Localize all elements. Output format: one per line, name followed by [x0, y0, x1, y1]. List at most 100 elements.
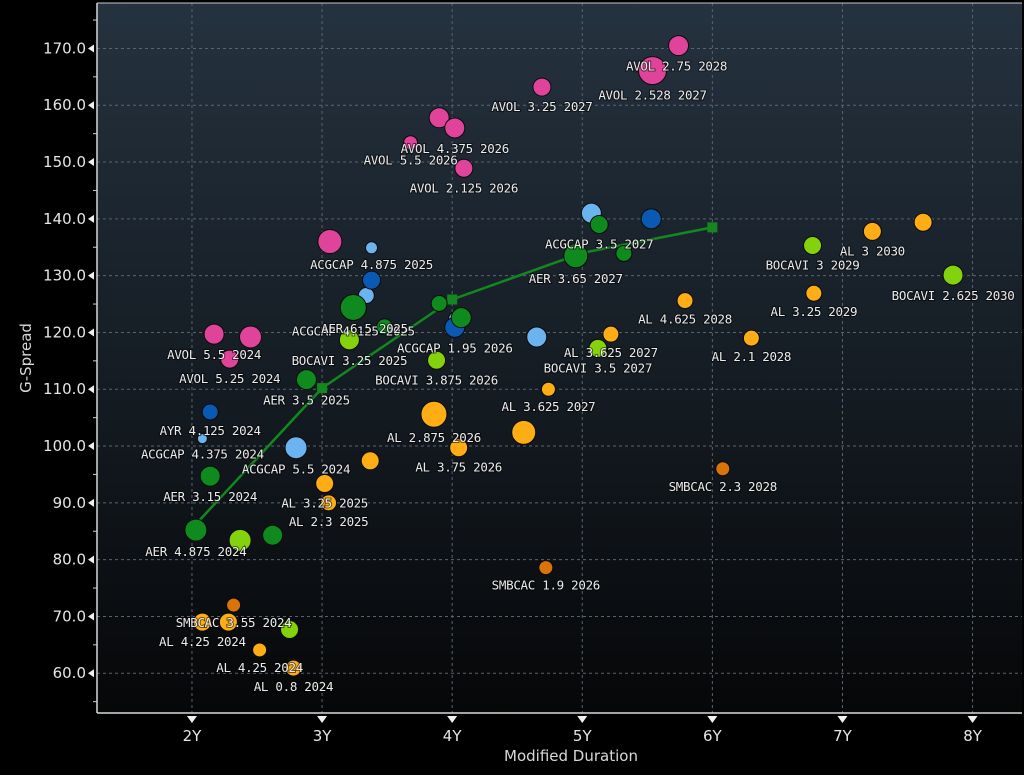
- data-label: SMBCAC 3.55 2024: [176, 615, 292, 630]
- y-tick-label: 100.0: [43, 437, 86, 455]
- x-tick-marker: [707, 716, 718, 723]
- data-label: BOCAVI 3.5 2027: [544, 360, 652, 375]
- data-point: [403, 135, 419, 151]
- data-point: [640, 208, 662, 230]
- data-point: [203, 323, 225, 345]
- x-tick-label: 4Y: [443, 727, 463, 745]
- data-point: [444, 117, 466, 139]
- data-label: ACGCAP 3.5 2027: [545, 237, 653, 252]
- data-label: AL 0.8 2024: [254, 679, 333, 694]
- data-point: [668, 35, 690, 57]
- issuer-curve: [191, 222, 718, 530]
- y-tick-label: 130.0: [43, 267, 86, 285]
- y-tick-marker: [88, 101, 94, 110]
- data-label: ACGCAP 4.875 2025: [310, 257, 433, 272]
- data-point: [526, 326, 548, 348]
- data-label: AER 4.875 2024: [145, 544, 246, 559]
- y-tick-label: 140.0: [43, 210, 86, 228]
- data-point: [563, 243, 589, 269]
- x-tick-marker: [447, 716, 458, 723]
- data-point: [638, 56, 668, 86]
- data-label: AL 2.875 2026: [387, 430, 481, 445]
- data-point: [199, 465, 221, 487]
- data-label: ACGCAP 4.375 2024: [141, 447, 264, 462]
- data-point: [803, 236, 823, 256]
- y-tick-marker: [88, 271, 94, 280]
- data-label: BOCAVI 3 2029: [766, 258, 860, 273]
- data-point: [454, 158, 474, 178]
- curve-marker: [317, 383, 328, 394]
- data-point: [615, 244, 633, 262]
- data-point: [228, 528, 252, 552]
- data-point: [427, 350, 447, 370]
- x-tick-label: 5Y: [573, 727, 593, 745]
- data-label: ACGCAP 5.5 2024: [242, 462, 350, 477]
- curve-marker: [707, 222, 718, 233]
- y-tick-marker: [88, 385, 94, 394]
- data-label: BOCAVI 3.25 2025: [292, 353, 408, 368]
- y-tick-label: 90.0: [53, 494, 86, 512]
- data-label: AVOL 4.375 2026: [401, 141, 509, 156]
- data-label: AL 4.625 2028: [638, 312, 732, 327]
- data-label: AL 4.25 2024: [216, 660, 303, 675]
- data-point: [532, 77, 552, 97]
- y-tick-marker: [88, 555, 94, 564]
- y-axis-title: G-Spread: [17, 323, 35, 393]
- data-point: [317, 229, 343, 255]
- y-tick-label: 70.0: [53, 607, 86, 625]
- data-point: [184, 518, 208, 542]
- data-label: ACGCAP 4.125 2025: [292, 323, 415, 338]
- data-label: AL 3.625 2027: [564, 345, 658, 360]
- x-tick-marker: [577, 716, 588, 723]
- data-label: AVOL 5.5 2026: [364, 153, 458, 168]
- data-point: [676, 292, 694, 310]
- data-point: [196, 433, 208, 445]
- x-tick-marker: [186, 716, 197, 723]
- data-point: [295, 369, 317, 391]
- data-label: AVOL 5.5 2024: [167, 347, 261, 362]
- data-point: [540, 381, 556, 397]
- x-tick-label: 6Y: [703, 727, 723, 745]
- data-label: AER 3.15 2024: [163, 489, 257, 504]
- data-point: [320, 494, 338, 512]
- data-point: [602, 325, 620, 343]
- y-tick-marker: [88, 498, 94, 507]
- data-label: AVOL 2.528 2027: [598, 88, 706, 103]
- data-point: [201, 403, 219, 421]
- axes: 2Y 3Y 4Y 5Y 6Y 7Y 8Y 60.0 70.0 80.0 90.0 100.0 110.0…: [43, 2, 1022, 745]
- data-point: [284, 436, 308, 460]
- data-label: BOCAVI 2.625 2030: [892, 288, 1015, 303]
- x-tick-label: 2Y: [183, 727, 203, 745]
- y-tick-marker: [88, 158, 94, 167]
- data-point: [428, 107, 450, 129]
- data-point: [339, 293, 367, 321]
- x-tick-marker: [837, 716, 848, 723]
- data-label: AER 6.5 2025: [321, 321, 408, 336]
- data-point: [588, 338, 608, 358]
- data-label: BOCAVI 3.875 2026: [375, 372, 498, 387]
- x-tick-label: 3Y: [313, 727, 333, 745]
- data-point: [338, 329, 360, 351]
- curve-marker: [447, 294, 458, 305]
- data-point: [430, 294, 448, 312]
- data-point: [449, 438, 469, 458]
- data-label: AL 3.25 2025: [281, 496, 368, 511]
- data-label: AER 3.5 2025: [263, 393, 350, 408]
- y-tick-marker: [88, 669, 94, 678]
- data-point: [218, 612, 238, 632]
- data-point: [450, 307, 472, 329]
- plot-background: [97, 3, 1022, 713]
- x-tick-marker: [967, 716, 978, 723]
- data-point: [913, 212, 933, 232]
- data-point: [284, 659, 302, 677]
- x-tick-marker: [317, 716, 328, 723]
- x-axis-title: Modified Duration: [504, 747, 638, 765]
- data-label: AL 2.3 2025: [289, 514, 368, 529]
- data-point: [942, 264, 964, 286]
- data-label: AL 3.625 2027: [501, 399, 595, 414]
- data-point: [280, 620, 300, 640]
- data-point: [262, 524, 284, 546]
- data-label: AL 3 2030: [840, 243, 905, 258]
- data-point: [862, 221, 882, 241]
- y-tick-marker: [88, 214, 94, 223]
